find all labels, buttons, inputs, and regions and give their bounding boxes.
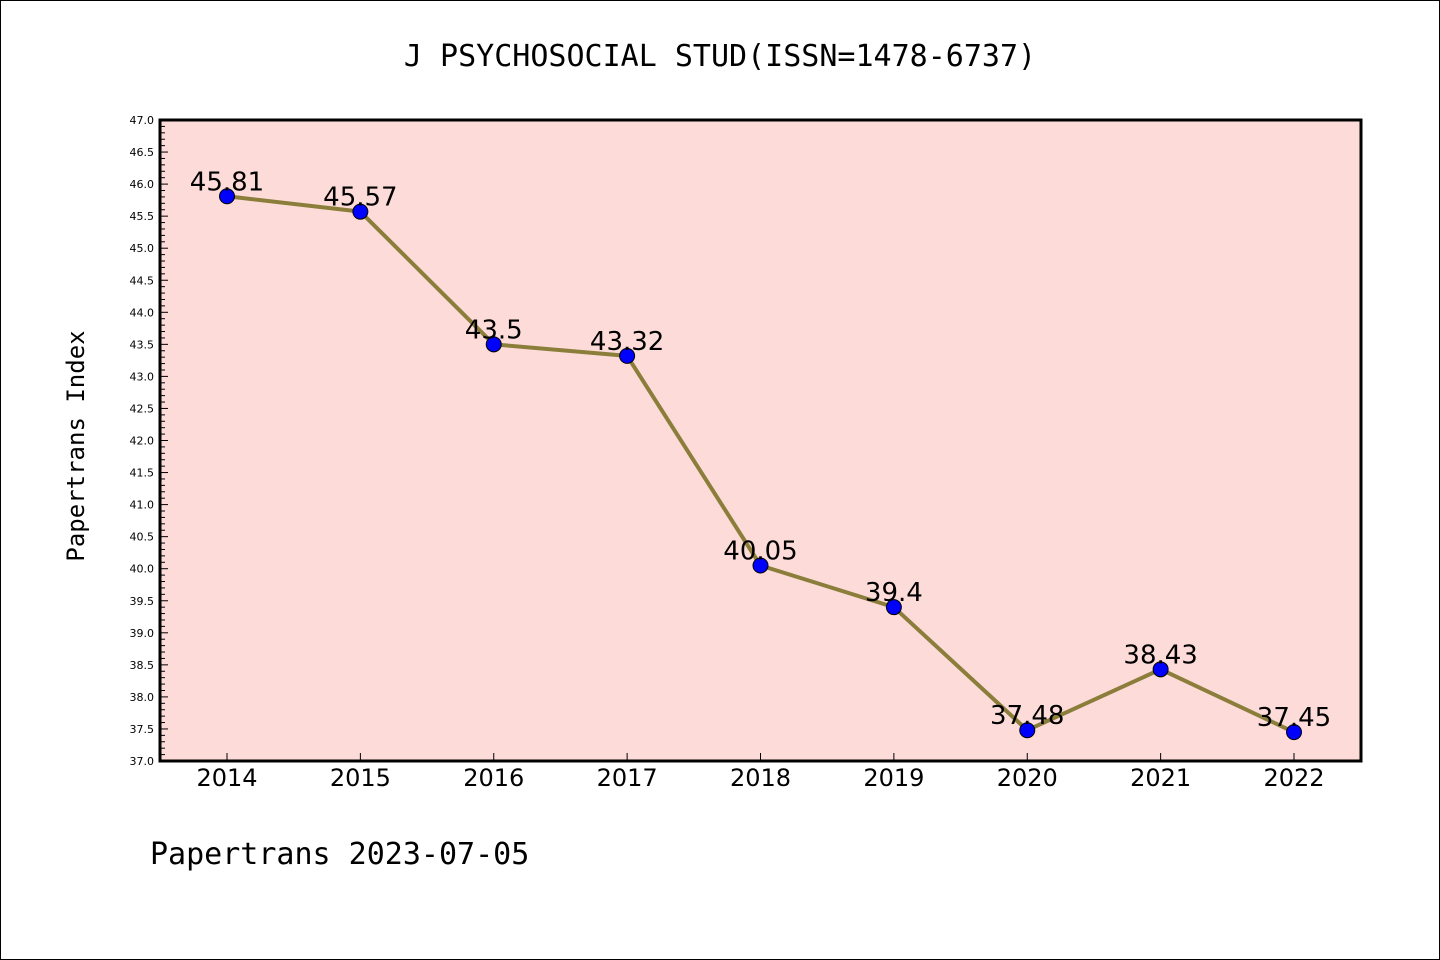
data-point <box>219 188 235 205</box>
data-label: 45.81 <box>190 167 264 197</box>
data-label: 38.43 <box>1123 640 1197 670</box>
y-tick-label: 37.5 <box>130 723 155 736</box>
data-point <box>352 203 369 220</box>
y-tick-label: 47.0 <box>130 114 155 127</box>
chart-title: J PSYCHOSOCIAL STUD(ISSN=1478-6737) <box>404 39 1036 74</box>
plot-border <box>158 118 1363 763</box>
y-tick-label: 41.0 <box>130 499 155 512</box>
y-tick-label: 41.5 <box>130 467 155 480</box>
y-tick-label: 38.5 <box>130 659 155 672</box>
x-tick-label: 2014 <box>196 764 257 792</box>
y-tick-label: 45.0 <box>130 242 155 255</box>
y-tick-label: 45.5 <box>130 210 155 223</box>
data-markers <box>219 188 1302 741</box>
data-point <box>1152 661 1169 678</box>
x-axis-ticks: 2014 2015 2016 2017 2018 2019 2020 2021 2022 <box>196 753 1325 792</box>
y-tick-label: 44.5 <box>130 274 155 287</box>
y-tick-label: 43.0 <box>130 370 155 383</box>
x-tick-label: 2021 <box>1130 764 1191 792</box>
data-point <box>752 557 769 574</box>
y-tick-label: 39.0 <box>130 627 155 640</box>
data-labels: 45.81 45.57 43.5 43.32 40.05 39.4 37.48 38.43 37… <box>190 167 1331 733</box>
y-tick-label: 46.0 <box>130 178 155 191</box>
y-tick-label: 38.0 <box>130 691 155 704</box>
x-tick-label: 2017 <box>597 764 658 792</box>
x-tick-label: 2018 <box>730 764 791 792</box>
x-tick-label: 2015 <box>330 764 391 792</box>
data-label: 37.48 <box>990 701 1064 731</box>
data-label: 43.5 <box>465 315 523 345</box>
x-tick-label: 2020 <box>997 764 1058 792</box>
data-point <box>885 599 902 616</box>
x-tick-label: 2019 <box>863 764 924 792</box>
data-label: 39.4 <box>865 578 923 608</box>
plot-area <box>160 120 1361 761</box>
y-tick-label: 40.0 <box>130 563 155 576</box>
y-tick-label: 39.5 <box>130 595 155 608</box>
y-tick-label: 42.5 <box>130 402 155 415</box>
data-point <box>485 336 502 353</box>
data-label: 37.45 <box>1257 703 1331 733</box>
data-point <box>619 347 636 364</box>
y-axis-ticks: 37.0 37.5 38.0 38.5 39.0 39.5 40.0 40.5 41.0 41.5… <box>130 114 168 768</box>
y-tick-label: 46.5 <box>130 146 155 159</box>
footer-credit: Papertrans 2023-07-05 <box>150 837 529 872</box>
y-tick-label: 40.5 <box>130 531 155 544</box>
y-tick-label: 42.0 <box>130 435 155 448</box>
data-label: 45.57 <box>323 183 397 213</box>
data-point <box>1286 724 1302 741</box>
data-label: 43.32 <box>590 327 664 357</box>
data-point <box>1019 722 1036 739</box>
y-axis-label: Papertrans Index <box>62 330 90 561</box>
x-tick-label: 2022 <box>1263 764 1324 792</box>
data-label: 40.05 <box>723 536 797 566</box>
y-tick-label: 37.0 <box>130 755 155 768</box>
y-tick-label: 43.5 <box>130 338 155 351</box>
x-tick-label: 2016 <box>463 764 524 792</box>
y-tick-label: 44.0 <box>130 306 155 319</box>
